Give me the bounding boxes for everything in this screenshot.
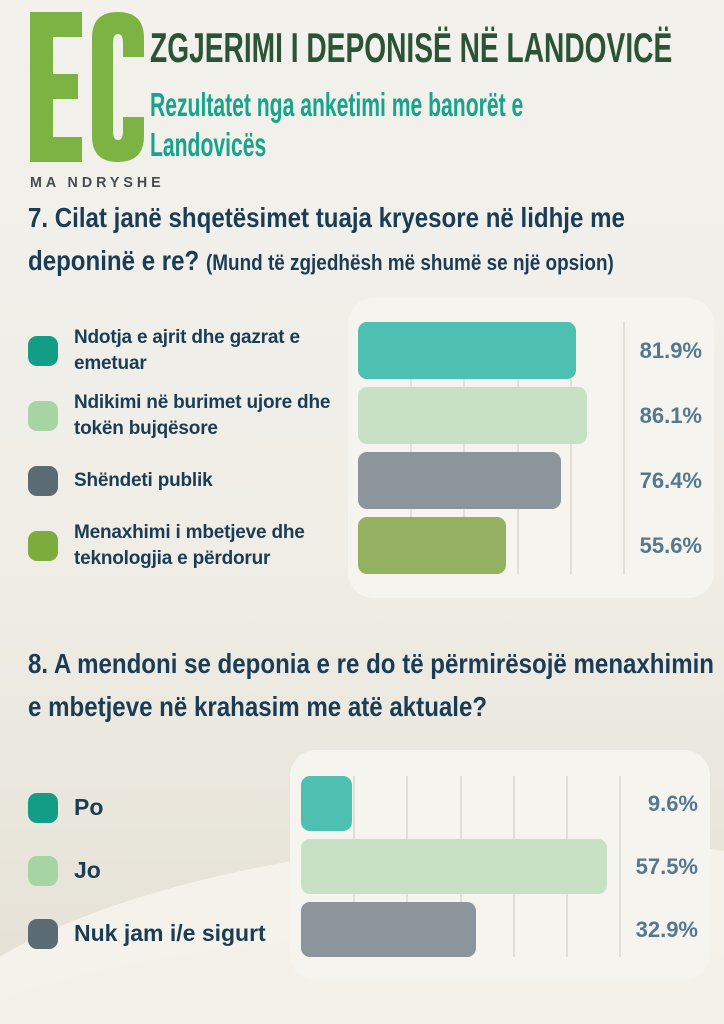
chart-track: [301, 772, 621, 961]
legend-label: Nuk jam i/e sigurt: [74, 920, 266, 946]
chart-value-labels: 9.6% 57.5% 32.9%: [620, 772, 702, 961]
chart-legend: Ndotja e ajrit dhe gazrat e emetuar Ndiki…: [28, 298, 348, 598]
gridline: [516, 322, 519, 574]
legend-label: Jo: [74, 857, 101, 883]
title-block: ZGJERIMI I DEPONISË NË LANDOVICË Rezulta…: [150, 24, 724, 165]
bar: [301, 902, 476, 957]
bar: [301, 776, 353, 831]
gridline: [569, 322, 572, 574]
legend-item: Jo: [28, 839, 290, 902]
legend-swatch: [28, 465, 58, 496]
chart-legend: Po Jo Nuk jam i/e sigurt: [28, 750, 290, 980]
chart-track: [358, 318, 625, 578]
legend-label: Ndotja e ajrit dhe gazrat e emetuar: [74, 327, 300, 374]
bar-row: [358, 383, 624, 448]
logo-tagline: MA NDRYSHE: [30, 174, 165, 191]
legend-swatch: [28, 855, 58, 886]
legend-swatch: [28, 530, 58, 561]
legend-swatch: [28, 400, 58, 431]
bar-row: [358, 448, 624, 513]
legend-label: Po: [74, 794, 104, 820]
bar: [358, 517, 506, 574]
question-7-heading: 7. Cilat janë shqetësimet tuaja kryesore…: [28, 196, 716, 283]
value-label: 81.9%: [639, 337, 702, 363]
question-8-text: 8. A mendoni se deponia e re do të përmi…: [28, 648, 715, 723]
gridline: [463, 322, 466, 574]
question-7-bar-chart: Ndotja e ajrit dhe gazrat e emetuar Ndiki…: [28, 298, 714, 598]
value-label: 86.1%: [639, 402, 702, 428]
value-label: 57.5%: [635, 853, 698, 879]
legend-item: Ndotja e ajrit dhe gazrat e emetuar: [28, 318, 348, 383]
gridline: [410, 322, 413, 574]
page-subtitle: Rezultatet nga anketimi me banorët e Lan…: [150, 86, 524, 163]
legend-item: Ndikimi në burimet ujore dhe tokën bujqë…: [28, 383, 348, 448]
chart-panel: 9.6% 57.5% 32.9%: [290, 750, 710, 980]
legend-swatch: [28, 918, 58, 949]
legend-label: Ndikimi në burimet ujore dhe tokën bujqë…: [74, 392, 331, 439]
value-label: 55.6%: [639, 532, 702, 558]
legend-item: Shëndeti publik: [28, 448, 348, 513]
legend-swatch: [28, 792, 58, 823]
bar-row: [358, 513, 624, 578]
chart-value-labels: 81.9% 86.1% 76.4% 55.6%: [624, 318, 706, 578]
bar-row: [301, 835, 620, 898]
bar-row: [358, 318, 624, 383]
question-7-text: 7. Cilat janë shqetësimet tuaja kryesore…: [28, 202, 625, 277]
bar-row: [301, 772, 620, 835]
question-8-bar-chart: Po Jo Nuk jam i/e sigurt 9.6% 57.5% 32.9%: [28, 750, 710, 980]
ec-logo: MA NDRYSHE: [30, 12, 172, 191]
bar: [358, 387, 588, 444]
question-7-note: (Mund të zgjedhësh më shumë se një opsio…: [205, 250, 614, 276]
question-8-heading: 8. A mendoni se deponia e re do të përmi…: [28, 642, 716, 729]
chart-panel: 81.9% 86.1% 76.4% 55.6%: [348, 298, 714, 598]
gridline: [619, 776, 621, 957]
ec-logo-icon: [30, 12, 144, 162]
legend-item: Nuk jam i/e sigurt: [28, 902, 290, 965]
value-label: 76.4%: [639, 467, 702, 493]
bar: [301, 839, 607, 894]
legend-item: Menaxhimi i mbetjeve dhe teknologjia e p…: [28, 513, 348, 578]
legend-swatch: [28, 335, 58, 366]
header: MA NDRYSHE: [30, 12, 172, 191]
page-title: ZGJERIMI I DEPONISË NË LANDOVICË: [150, 24, 673, 71]
value-label: 32.9%: [635, 916, 698, 942]
value-label: 9.6%: [647, 790, 698, 816]
legend-label: Shëndeti publik: [74, 469, 213, 491]
gridline: [623, 322, 625, 574]
legend-item: Po: [28, 776, 290, 839]
bar-row: [301, 898, 620, 961]
legend-label: Menaxhimi i mbetjeve dhe teknologjia e p…: [74, 522, 305, 569]
bar: [358, 322, 576, 379]
bar: [358, 452, 562, 509]
